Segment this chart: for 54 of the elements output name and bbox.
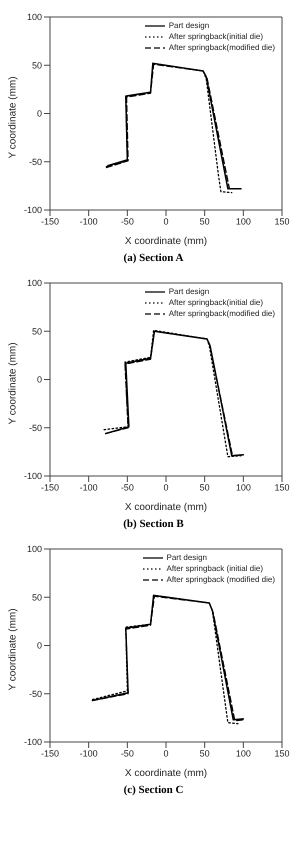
y-axis-title: Y coordinate (mm) (8, 76, 19, 158)
x-tick-label: -100 (80, 748, 98, 758)
legend-label: After springback(initial die) (168, 297, 263, 308)
legend-label: After springback(modified die) (168, 42, 275, 53)
x-tick-label: 150 (274, 216, 290, 226)
x-axis-title: X coordinate (mm) (124, 502, 208, 513)
x-tick-label: 50 (200, 748, 210, 758)
x-tick-label: 100 (236, 748, 251, 758)
legend-label: After springback (initial die) (166, 563, 263, 574)
x-tick-label: 0 (163, 748, 169, 758)
y-tick-label: -50 (28, 422, 42, 433)
x-tick-label: 100 (236, 482, 251, 492)
text: (c) Section C (122, 783, 184, 798)
y-tick-label: 50 (32, 60, 42, 70)
x-axis-title: X coordinate (mm) (124, 236, 208, 247)
y-tick-label: -100 (24, 471, 42, 482)
x-tick-label: 100 (236, 216, 251, 226)
x-tick-label: 150 (274, 482, 290, 492)
y-tick-label: 0 (36, 374, 42, 385)
legend-label: After springback(initial die) (168, 31, 263, 42)
x-tick-label: 50 (200, 216, 210, 226)
legend-label: Part design (168, 286, 210, 297)
x-tick-label: -150 (40, 216, 60, 226)
y-tick-label: -50 (28, 688, 42, 699)
y-tick-label: 100 (26, 278, 42, 288)
text: (b) Section B (122, 517, 185, 532)
x-tick-label: -50 (120, 482, 134, 492)
x-tick-label: -150 (40, 482, 60, 492)
y-tick-label: 0 (36, 108, 42, 119)
y-tick-label: 50 (32, 592, 42, 602)
y-tick-label: -100 (24, 737, 42, 748)
x-axis-title: X coordinate (mm) (124, 768, 208, 779)
y-axis-title: Y coordinate (mm) (8, 342, 19, 424)
text: (a) Section A (122, 251, 184, 266)
y-tick-label: 100 (26, 12, 42, 22)
legend-label: Part design (168, 20, 210, 31)
x-tick-label: -100 (80, 216, 98, 226)
y-tick-label: 100 (26, 544, 42, 554)
x-tick-label: 50 (200, 482, 210, 492)
x-tick-label: -150 (40, 748, 60, 758)
legend-label: Part design (166, 552, 207, 563)
legend-label: After springback(modified die) (168, 308, 275, 319)
x-tick-label: 0 (163, 482, 169, 492)
x-tick-label: -50 (120, 748, 134, 758)
x-tick-label: -100 (80, 482, 98, 492)
x-tick-label: -50 (120, 216, 134, 226)
y-axis-title: Y coordinate (mm) (8, 608, 19, 690)
x-tick-label: 0 (163, 216, 169, 226)
y-tick-label: -100 (24, 205, 42, 216)
y-tick-label: 0 (36, 640, 42, 651)
legend-label: After springback (modified die) (166, 574, 275, 585)
y-tick-label: -50 (28, 156, 42, 167)
x-tick-label: 150 (274, 748, 290, 758)
y-tick-label: 50 (32, 326, 42, 336)
